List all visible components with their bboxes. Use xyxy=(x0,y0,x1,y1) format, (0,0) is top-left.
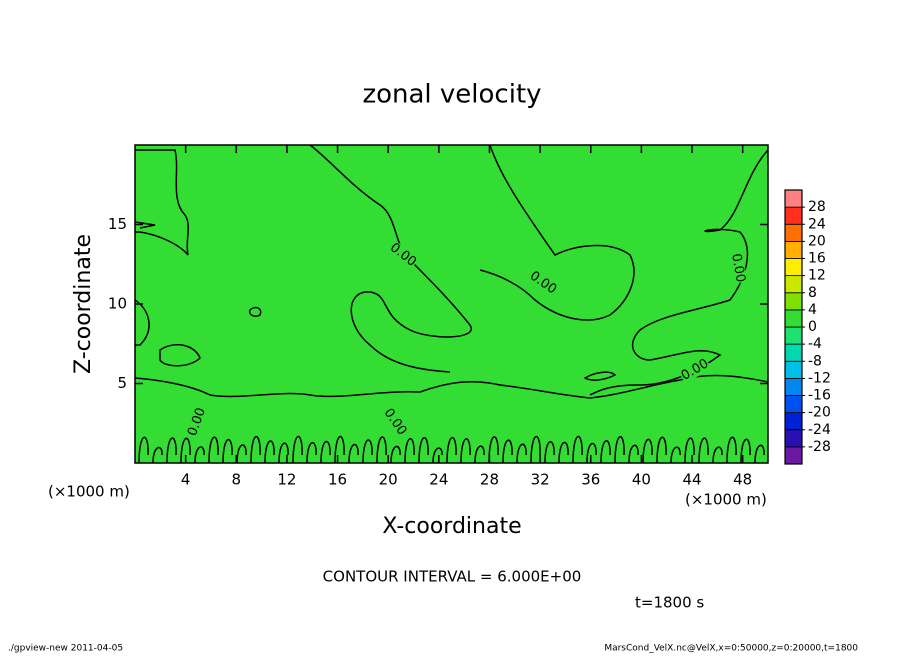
colorbar-tick-label: -20 xyxy=(808,405,831,421)
x-tick-label: 48 xyxy=(733,471,752,489)
colorbar-swatch xyxy=(784,429,803,448)
x-axis-label: X-coordinate xyxy=(382,514,521,539)
colorbar-swatch xyxy=(784,446,803,465)
contour-line xyxy=(159,343,201,367)
contour-line xyxy=(589,149,769,396)
colorbar-tick-label: 4 xyxy=(808,302,817,318)
contour-line xyxy=(479,144,635,321)
colorbar-tick-label: -16 xyxy=(808,388,831,404)
contour-label-bg xyxy=(678,356,712,384)
colorbar-tick-label: -28 xyxy=(808,439,831,455)
x-tick-label: 16 xyxy=(328,471,347,489)
colorbar-tick-label: -4 xyxy=(808,336,822,352)
contour-line xyxy=(583,371,617,381)
colorbar-swatch xyxy=(784,206,803,225)
contour-label-bg xyxy=(185,405,209,439)
contour-line xyxy=(248,306,262,317)
x-unit: (×1000 m) xyxy=(685,491,767,509)
contour-label-bg xyxy=(380,405,410,439)
y-tick-label: 5 xyxy=(117,374,127,392)
colorbar-swatch xyxy=(784,395,803,414)
colorbar-swatch xyxy=(784,258,803,277)
colorbar-swatch xyxy=(784,412,803,431)
colorbar-swatch xyxy=(784,240,803,259)
colorbar-swatch xyxy=(784,343,803,362)
y-tick-label: 15 xyxy=(108,215,127,233)
footer-left: ./gpview-new 2011-04-05 xyxy=(8,644,123,654)
x-tick-label: 4 xyxy=(181,471,191,489)
colorbar-tick-label: 20 xyxy=(808,233,826,249)
colorbar-tick-label: 28 xyxy=(808,199,826,215)
x-tick-label: 32 xyxy=(531,471,550,489)
y-unit: (×1000 m) xyxy=(48,483,130,501)
colorbar-tick-label: 12 xyxy=(808,268,826,284)
colorbar-swatch xyxy=(784,223,803,242)
colorbar-swatch xyxy=(784,326,803,345)
contour-label-bg xyxy=(386,240,420,270)
colorbar-swatch xyxy=(784,309,803,328)
x-tick-label: 12 xyxy=(277,471,296,489)
y-tick-label: 10 xyxy=(108,295,127,313)
contour-line xyxy=(309,144,473,373)
contour-label-bg xyxy=(526,268,560,298)
colorbar-swatch xyxy=(784,360,803,379)
contour-label-bg xyxy=(728,252,748,284)
contour-lines xyxy=(134,144,769,464)
colorbar-tick-label: -12 xyxy=(808,370,831,386)
chart-title: zonal velocity xyxy=(362,80,541,110)
contour-line xyxy=(135,149,189,256)
colorbar-swatch xyxy=(784,377,803,396)
colorbar-tick-label: -24 xyxy=(808,422,831,438)
colorbar-tick-label: 24 xyxy=(808,216,826,232)
colorbar-tick-label: -8 xyxy=(808,353,822,369)
contour-line xyxy=(134,221,156,229)
colorbar-tick-label: 8 xyxy=(808,285,817,301)
contour-label: 0.00 xyxy=(728,252,748,283)
contour-interval: CONTOUR INTERVAL = 6.000E+00 xyxy=(323,568,582,586)
x-tick-label: 40 xyxy=(632,471,651,489)
time-label: t=1800 s xyxy=(635,594,704,612)
x-tick-label: 8 xyxy=(232,471,242,489)
colorbar-tick-label: 16 xyxy=(808,251,826,267)
colorbar-swatch xyxy=(784,275,803,294)
contour-line xyxy=(138,435,765,464)
colorbar-swatch xyxy=(784,189,803,208)
y-axis-label: Z-coordinate xyxy=(71,234,96,374)
footer-right: MarsCond_VelX.nc@VelX,x=0:50000,z=0:2000… xyxy=(604,644,858,654)
x-tick-label: 44 xyxy=(682,471,701,489)
x-tick-label: 36 xyxy=(581,471,600,489)
contour-line xyxy=(134,374,769,399)
x-tick-label: 28 xyxy=(480,471,499,489)
colorbar-swatch xyxy=(784,292,803,311)
x-tick-label: 24 xyxy=(429,471,448,489)
x-tick-label: 20 xyxy=(379,471,398,489)
colorbar-tick-label: 0 xyxy=(808,319,817,335)
